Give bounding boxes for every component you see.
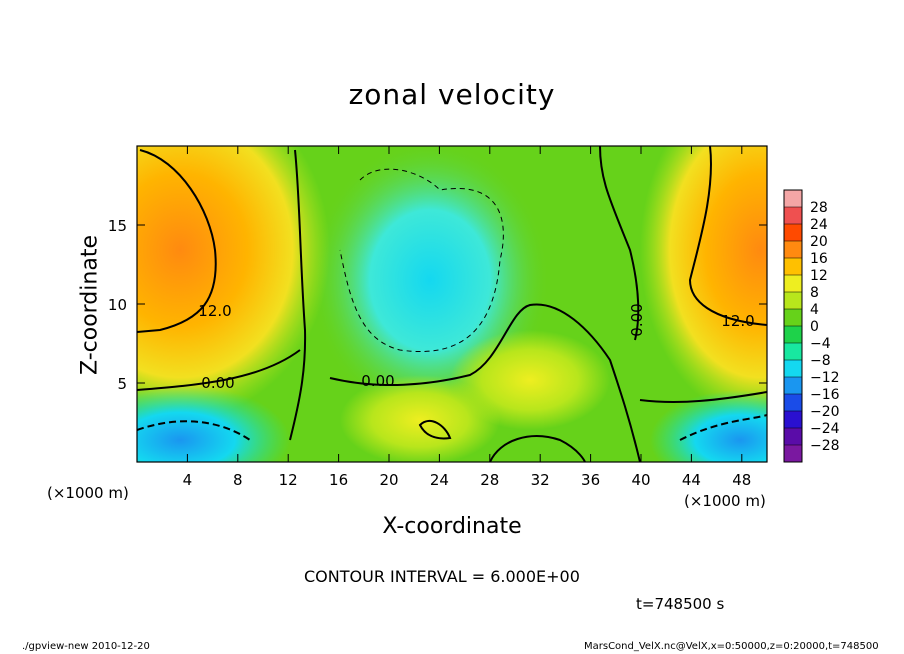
contour-label: 12.0 (721, 312, 754, 330)
colorbar-label: 0 (810, 319, 819, 335)
x-tick-label: 8 (233, 471, 243, 489)
colorbar-swatch (784, 377, 802, 395)
colorbar-swatch (784, 343, 802, 361)
contour-label: 0.00 (628, 303, 646, 336)
x-tick-label: 36 (581, 471, 600, 489)
x-tick-label: 48 (732, 471, 751, 489)
x-tick-label: 40 (631, 471, 650, 489)
x-tick-label: 12 (279, 471, 298, 489)
colorbar-label: 8 (810, 285, 819, 301)
x-tick-label: 32 (531, 471, 550, 489)
colorbar-label: 28 (810, 200, 828, 216)
x-tick-label: 4 (183, 471, 193, 489)
contour-label: 0.00 (361, 372, 394, 390)
time-label: t=748500 s (636, 595, 725, 613)
contour-interval-text: CONTOUR INTERVAL = 6.000E+00 (304, 567, 580, 586)
x-tick-label: 16 (329, 471, 348, 489)
x-axis: 4 8 12 16 20 24 28 32 36 40 44 48 (183, 146, 751, 489)
colorbar-label: 20 (810, 234, 828, 250)
colorbar-label: 24 (810, 217, 828, 233)
footer-left: ./gpview-new 2010-12-20 (22, 641, 150, 652)
colorbar-swatch (784, 207, 802, 225)
colorbar-label: −8 (810, 353, 831, 369)
x-tick-label: 20 (379, 471, 398, 489)
heatmap-field (137, 146, 767, 462)
colorbar-swatch (784, 275, 802, 293)
colorbar-label: 4 (810, 302, 819, 318)
colorbar-label: −28 (810, 438, 840, 454)
x-tick-label: 44 (682, 471, 701, 489)
contour-label: 12.0 (198, 302, 231, 320)
colorbar-swatch (784, 428, 802, 446)
colorbar-swatch (784, 411, 802, 429)
colorbar-swatch (784, 445, 802, 463)
colorbar-swatch (784, 190, 802, 208)
colorbar-swatch (784, 292, 802, 310)
colorbar-label: 16 (810, 251, 828, 267)
colorbar-swatch (784, 241, 802, 259)
colorbar-label: −24 (810, 421, 840, 437)
colorbar-label: −12 (810, 370, 840, 386)
y-tick-label: 10 (108, 296, 127, 314)
colorbar-label: −20 (810, 404, 840, 420)
colorbar-swatch (784, 224, 802, 242)
colorbar-label: −4 (810, 336, 831, 352)
footer-right: MarsCond_VelX.nc@VelX,x=0:50000,z=0:2000… (584, 641, 879, 652)
colorbar-swatch (784, 360, 802, 378)
y-axis-label: Z-coordinate (77, 235, 103, 375)
chart-title: zonal velocity (348, 78, 556, 111)
contour-label: 0.00 (201, 374, 234, 392)
x-unit-left: (×1000 m) (47, 484, 129, 502)
colorbar-swatch (784, 394, 802, 412)
y-tick-label: 5 (117, 375, 127, 393)
colorbar-swatch (784, 309, 802, 327)
colorbar-swatch (784, 326, 802, 344)
x-tick-label: 28 (480, 471, 499, 489)
y-axis: 5 10 15 (108, 217, 767, 393)
colorbar-swatch (784, 258, 802, 276)
colorbar-label: 12 (810, 268, 828, 284)
x-tick-label: 24 (430, 471, 449, 489)
colorbar-label: −16 (810, 387, 840, 403)
y-tick-label: 15 (108, 217, 127, 235)
x-unit-right: (×1000 m) (684, 492, 766, 510)
contour-labels: 12.0 0.00 0.00 0.00 12.0 (198, 302, 754, 392)
x-axis-label: X-coordinate (382, 514, 522, 539)
